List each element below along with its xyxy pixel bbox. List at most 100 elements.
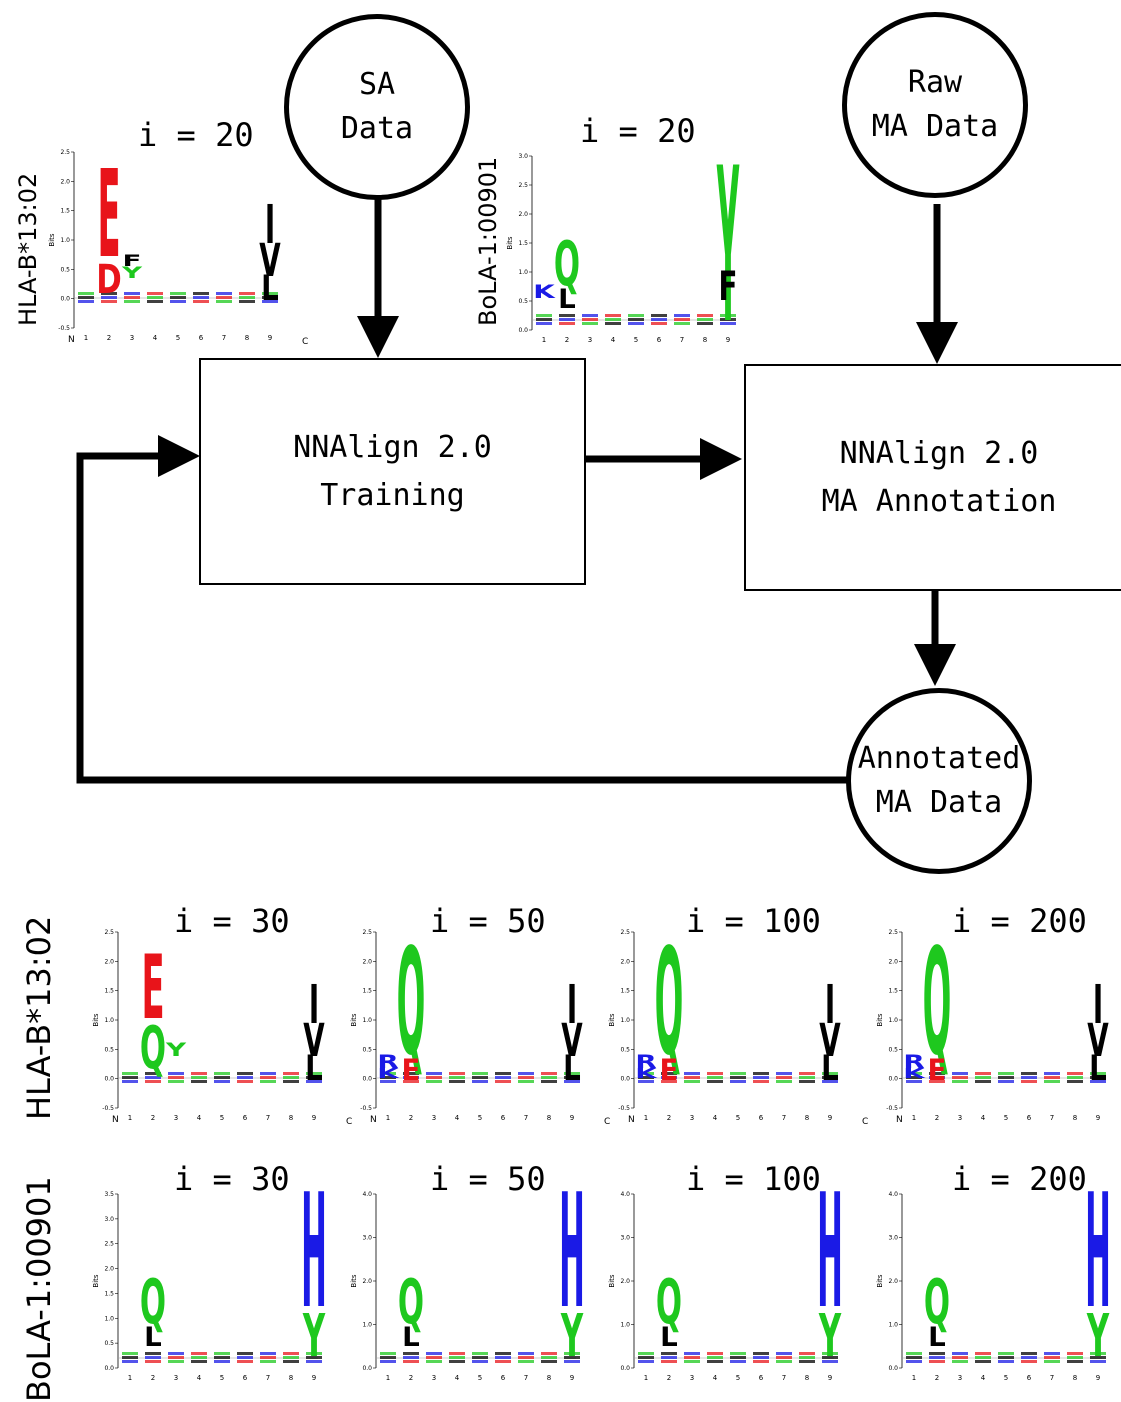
logo-noise bbox=[168, 1356, 184, 1359]
logo-noise bbox=[260, 1080, 276, 1083]
y-tick-label: 2.0 bbox=[104, 1266, 114, 1273]
y-tick-label: 1.5 bbox=[60, 208, 70, 215]
logo-noise bbox=[214, 1072, 230, 1075]
logo-letter: E bbox=[660, 1053, 679, 1087]
y-tick-label: 3.0 bbox=[620, 1235, 630, 1242]
logo-noise bbox=[191, 1356, 207, 1359]
annotation-box: NNAlign 2.0 MA Annotation bbox=[744, 364, 1121, 591]
logo-noise bbox=[518, 1352, 534, 1355]
y-tick-label: 0.0 bbox=[362, 1365, 372, 1372]
logo-noise bbox=[1067, 1352, 1083, 1355]
logo-noise bbox=[306, 1360, 322, 1363]
logo-noise bbox=[929, 1352, 945, 1355]
annotation-label-1: NNAlign 2.0 bbox=[839, 435, 1039, 471]
logo-noise bbox=[1090, 1360, 1106, 1363]
logo-noise bbox=[380, 1360, 396, 1363]
logo-noise bbox=[684, 1080, 700, 1083]
y-tick-label: -0.5 bbox=[886, 1105, 898, 1112]
logo-noise bbox=[122, 1352, 138, 1355]
logo-noise bbox=[449, 1076, 465, 1079]
position-label: 2 bbox=[667, 1374, 671, 1382]
logo-noise bbox=[628, 318, 644, 321]
logo-noise bbox=[684, 1352, 700, 1355]
logo-noise bbox=[674, 318, 690, 321]
logo-noise bbox=[403, 1080, 419, 1083]
logo-noise bbox=[191, 1352, 207, 1355]
logo-noise bbox=[707, 1076, 723, 1079]
logo-noise bbox=[193, 296, 209, 299]
logo-noise bbox=[929, 1356, 945, 1359]
logo-noise bbox=[170, 296, 186, 299]
position-label: 4 bbox=[197, 1114, 202, 1122]
y-tick-label: 1.0 bbox=[104, 1315, 114, 1322]
logo-noise bbox=[697, 314, 713, 317]
logo-letter: Y bbox=[560, 1303, 584, 1371]
logo-noise bbox=[260, 1356, 276, 1359]
logo-noise bbox=[559, 314, 575, 317]
logo-noise bbox=[776, 1072, 792, 1075]
logo-noise bbox=[237, 1360, 253, 1363]
position-label: 4 bbox=[153, 334, 158, 342]
logo-noise bbox=[145, 1080, 161, 1083]
position-label: 8 bbox=[805, 1114, 809, 1122]
logo-letter: I bbox=[825, 975, 835, 1037]
logo-noise bbox=[753, 1360, 769, 1363]
logo-noise bbox=[124, 296, 140, 299]
y-tick-label: 1.0 bbox=[888, 1322, 898, 1329]
logo-noise bbox=[638, 1352, 654, 1355]
y-tick-label: 0.0 bbox=[518, 327, 528, 334]
y-tick-label: 1.0 bbox=[620, 1017, 630, 1024]
y-tick-label: 2.5 bbox=[620, 929, 630, 936]
logo-noise bbox=[753, 1080, 769, 1083]
position-label: 6 bbox=[1027, 1114, 1032, 1122]
logo-noise bbox=[145, 1072, 161, 1075]
logo-letter: L bbox=[558, 284, 576, 314]
logo-noise bbox=[193, 292, 209, 295]
position-label: 3 bbox=[432, 1374, 436, 1382]
hla-iteration-1: i = 30 bbox=[174, 902, 290, 940]
c-terminus-label: C bbox=[346, 1117, 352, 1127]
hla-logo-4: 2.52.01.51.00.50.0-0.5Bits123456789NCQER… bbox=[876, 918, 1109, 1125]
position-label: 3 bbox=[690, 1374, 694, 1382]
logo-noise bbox=[799, 1072, 815, 1075]
y-tick-label: 0.0 bbox=[888, 1076, 898, 1083]
position-label: 6 bbox=[1027, 1374, 1032, 1382]
logo-noise bbox=[906, 1072, 922, 1075]
logo-noise bbox=[403, 1076, 419, 1079]
logo-letter: I bbox=[265, 195, 275, 257]
logo-noise bbox=[237, 1072, 253, 1075]
position-label: 4 bbox=[611, 336, 616, 344]
logo-noise bbox=[216, 296, 232, 299]
logo-noise bbox=[799, 1356, 815, 1359]
logo-noise bbox=[906, 1360, 922, 1363]
logo-noise bbox=[661, 1356, 677, 1359]
logo-noise bbox=[101, 300, 117, 303]
logo-noise bbox=[1021, 1072, 1037, 1075]
logo-noise bbox=[262, 296, 278, 299]
y-tick-label: 4.0 bbox=[362, 1191, 372, 1198]
logo-noise bbox=[1090, 1352, 1106, 1355]
logo-noise bbox=[306, 1076, 322, 1079]
logo-noise bbox=[380, 1356, 396, 1359]
logo-noise bbox=[536, 314, 552, 317]
logo-noise bbox=[730, 1072, 746, 1075]
position-label: 4 bbox=[197, 1374, 202, 1382]
n-terminus-label: N bbox=[112, 1115, 119, 1125]
logo-noise bbox=[1021, 1352, 1037, 1355]
logo-noise bbox=[799, 1076, 815, 1079]
y-tick-label: 2.5 bbox=[518, 182, 528, 189]
logo-noise bbox=[651, 318, 667, 321]
position-label: 3 bbox=[130, 334, 134, 342]
position-label: 2 bbox=[151, 1114, 155, 1122]
logo-letter: L bbox=[563, 1049, 581, 1089]
position-label: 7 bbox=[266, 1114, 270, 1122]
logo-noise bbox=[998, 1356, 1014, 1359]
flow-arrows bbox=[76, 170, 958, 784]
position-label: 3 bbox=[432, 1114, 436, 1122]
logo-letter: L bbox=[261, 269, 279, 309]
bits-label: Bits bbox=[350, 1274, 358, 1287]
y-tick-label: 0.0 bbox=[888, 1365, 898, 1372]
bola-row-label: BoLA-1:00901 bbox=[20, 1176, 58, 1402]
logo-noise bbox=[730, 1352, 746, 1355]
position-label: 5 bbox=[220, 1114, 224, 1122]
